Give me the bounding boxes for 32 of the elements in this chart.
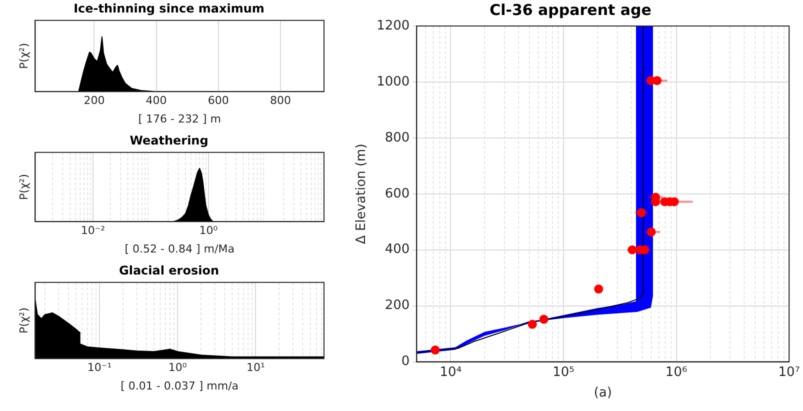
y-tick-label: 1200: [376, 18, 410, 34]
x-tick-label: 800: [270, 94, 292, 108]
x-axis-title: (a): [594, 386, 612, 401]
chart-title: Ice-thinning since maximum: [74, 1, 264, 16]
x-tick-label: 10⁰: [168, 361, 188, 374]
x-axis-title: [ 176 - 232 ] m: [138, 112, 221, 126]
x-tick-label: 10⁷: [778, 364, 800, 380]
y-axis-title: Δ Elevation (m): [354, 144, 370, 244]
y-tick-label: 200: [384, 298, 410, 314]
chart-title: Glacial erosion: [118, 263, 220, 278]
chart-title: Cl-36 apparent age: [490, 0, 652, 19]
x-axis-title: [ 0.52 - 0.84 ] m/Ma: [124, 242, 234, 256]
x-tick-label: 10⁻²: [80, 224, 106, 238]
x-axis-title: [ 0.01 - 0.037 ] mm/a: [120, 379, 239, 392]
x-tick-label: 200: [84, 94, 105, 108]
y-tick-label: 0: [401, 354, 410, 370]
x-tick-label: 10⁻¹: [87, 361, 112, 374]
x-tick-label: 400: [146, 94, 167, 108]
y-axis-title: P(χ²): [17, 174, 30, 200]
x-tick-label: 10⁴: [440, 364, 462, 380]
y-tick-label: 800: [384, 130, 410, 146]
y-axis-title: P(χ²): [17, 43, 30, 69]
y-axis-title: P(χ²): [17, 308, 30, 334]
y-tick-label: 400: [384, 242, 410, 258]
y-tick-label: 600: [384, 186, 410, 202]
chart-title: Weathering: [130, 133, 208, 148]
y-tick-label: 1000: [376, 74, 410, 90]
x-tick-label: 10⁵: [552, 364, 574, 380]
x-tick-label: 10⁶: [665, 364, 688, 380]
x-tick-label: 10⁰: [199, 224, 218, 238]
x-tick-label: 600: [208, 94, 229, 108]
x-tick-label: 10¹: [246, 361, 265, 374]
